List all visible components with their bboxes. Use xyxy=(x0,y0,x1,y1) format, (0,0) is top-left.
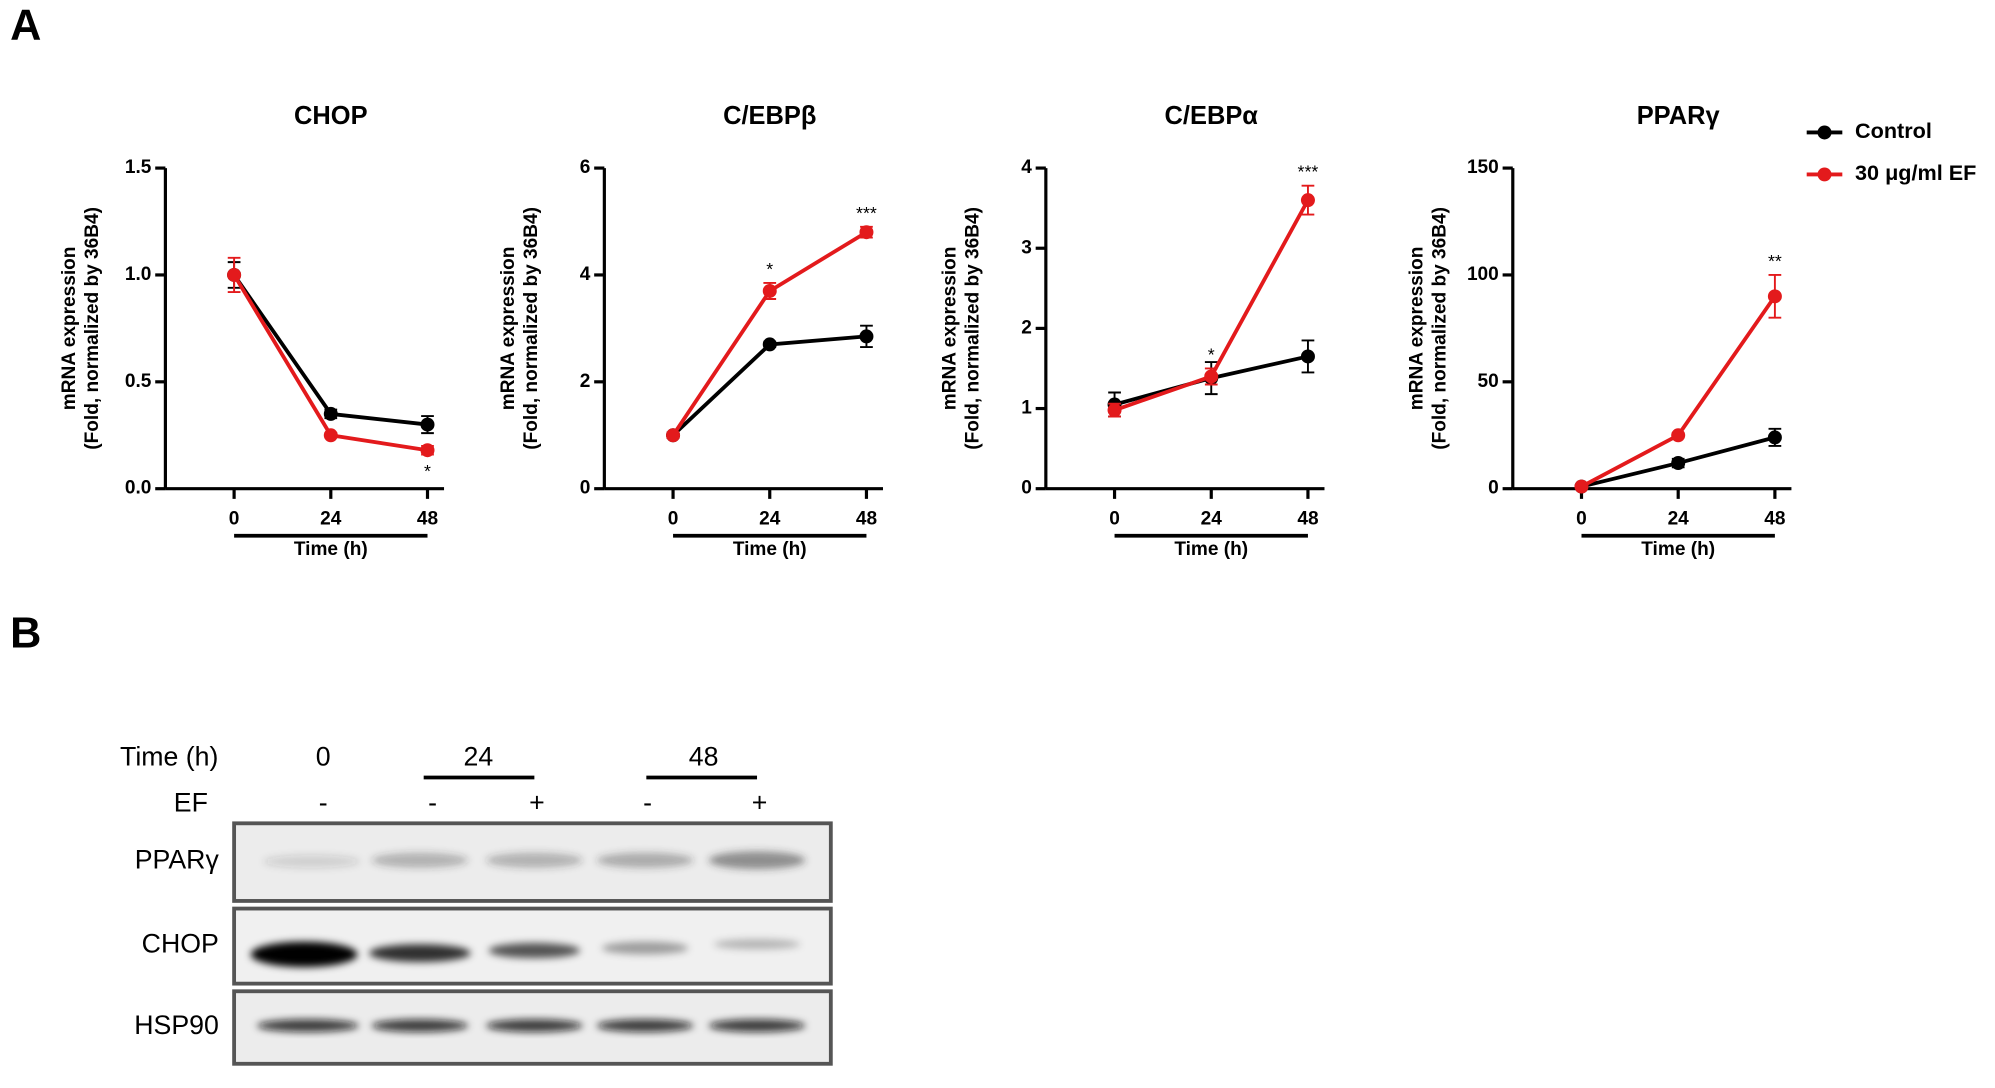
x-tick-label: 48 xyxy=(417,508,439,529)
y-tick-label: 4 xyxy=(1021,157,1032,178)
blot-ef: - xyxy=(643,787,652,817)
y-tick-label: 1.0 xyxy=(125,264,152,285)
x-axis-label: Time (h) xyxy=(294,539,368,560)
legend-marker xyxy=(1817,167,1832,182)
blot-row-label: CHOP xyxy=(142,929,219,959)
y-tick-label: 3 xyxy=(1021,237,1032,258)
blot-ef-label: EF xyxy=(174,787,208,817)
x-tick-label: 24 xyxy=(1201,508,1223,529)
legend-label: Control xyxy=(1855,118,1932,143)
blot-row-label: HSP90 xyxy=(134,1010,219,1040)
legend-marker xyxy=(1817,125,1832,140)
x-axis-label: Time (h) xyxy=(1641,539,1715,560)
data-point xyxy=(859,225,874,240)
x-tick-label: 48 xyxy=(1297,508,1319,529)
data-point xyxy=(1574,479,1589,494)
x-tick-label: 48 xyxy=(856,508,878,529)
x-tick-label: 0 xyxy=(668,508,679,529)
significance: * xyxy=(766,259,773,279)
y-tick-label: 50 xyxy=(1478,371,1499,392)
y-tick-label: 2 xyxy=(1021,317,1032,338)
y-tick-label: 0.0 xyxy=(125,478,152,499)
y-tick-label: 1 xyxy=(1021,398,1032,419)
y-axis-label: (Fold, normalized by 36B4) xyxy=(521,207,542,450)
data-point xyxy=(1767,430,1782,445)
y-tick-label: 0 xyxy=(1488,478,1499,499)
blot-time: 24 xyxy=(464,741,494,771)
blot-time-label: Time (h) xyxy=(120,741,218,771)
data-point xyxy=(859,329,874,344)
y-axis-label: mRNA expression xyxy=(498,247,519,411)
y-tick-label: 6 xyxy=(580,157,591,178)
data-point xyxy=(227,267,242,282)
data-point xyxy=(762,337,777,352)
y-tick-label: 100 xyxy=(1467,264,1499,285)
y-tick-label: 0.5 xyxy=(125,371,152,392)
data-point xyxy=(1204,369,1219,384)
x-tick-label: 48 xyxy=(1764,508,1786,529)
x-tick-label: 24 xyxy=(320,508,342,529)
y-axis-label: (Fold, normalized by 36B4) xyxy=(1429,207,1450,450)
blot-row-label: PPARγ xyxy=(135,845,220,875)
chart-title: PPARγ xyxy=(1637,102,1721,130)
chart-title: C/EBPα xyxy=(1165,102,1259,130)
blot-time: 0 xyxy=(316,741,331,771)
y-tick-label: 0 xyxy=(1021,478,1032,499)
x-axis-label: Time (h) xyxy=(1174,539,1248,560)
data-point xyxy=(1671,428,1686,443)
significance: *** xyxy=(856,203,877,223)
data-point xyxy=(666,428,681,443)
data-point xyxy=(1767,289,1782,304)
x-tick-label: 24 xyxy=(759,508,781,529)
data-point xyxy=(323,428,338,443)
significance: * xyxy=(1208,344,1215,364)
significance: ** xyxy=(1768,251,1782,271)
blot-ef: + xyxy=(752,787,768,817)
chart-title: C/EBPβ xyxy=(723,102,816,130)
x-tick-label: 0 xyxy=(1109,508,1120,529)
blot-ef: - xyxy=(428,787,437,817)
y-axis-label: (Fold, normalized by 36B4) xyxy=(82,207,103,450)
data-point xyxy=(420,417,435,432)
y-tick-label: 2 xyxy=(580,371,591,392)
x-axis-label: Time (h) xyxy=(733,539,807,560)
blot-time: 48 xyxy=(689,741,719,771)
chart-title: CHOP xyxy=(294,102,368,130)
y-axis-label: (Fold, normalized by 36B4) xyxy=(962,207,983,450)
x-tick-label: 0 xyxy=(229,508,240,529)
x-tick-label: 0 xyxy=(1576,508,1587,529)
panel-label: B xyxy=(10,610,41,658)
y-axis-label: mRNA expression xyxy=(59,247,80,411)
significance: *** xyxy=(1298,162,1319,182)
x-tick-label: 24 xyxy=(1668,508,1690,529)
y-axis-label: mRNA expression xyxy=(939,247,960,411)
series-line xyxy=(232,273,428,427)
data-point xyxy=(1300,349,1315,364)
y-tick-label: 0 xyxy=(580,478,591,499)
data-point xyxy=(1300,193,1315,208)
series-line xyxy=(232,273,428,453)
blot-ef: - xyxy=(319,787,328,817)
y-tick-label: 1.5 xyxy=(125,157,152,178)
y-tick-label: 4 xyxy=(580,264,591,285)
data-point xyxy=(323,406,338,421)
significance: * xyxy=(424,461,431,481)
panel-label: A xyxy=(10,2,41,50)
data-point xyxy=(762,283,777,298)
legend-label: 30 μg/ml EF xyxy=(1855,160,1976,185)
data-point xyxy=(1107,403,1122,418)
y-axis-label: mRNA expression xyxy=(1406,247,1427,411)
blot-ef: + xyxy=(529,787,545,817)
data-point xyxy=(1671,456,1686,471)
data-point xyxy=(420,443,435,458)
y-tick-label: 150 xyxy=(1467,157,1499,178)
blot-image xyxy=(232,821,833,1066)
